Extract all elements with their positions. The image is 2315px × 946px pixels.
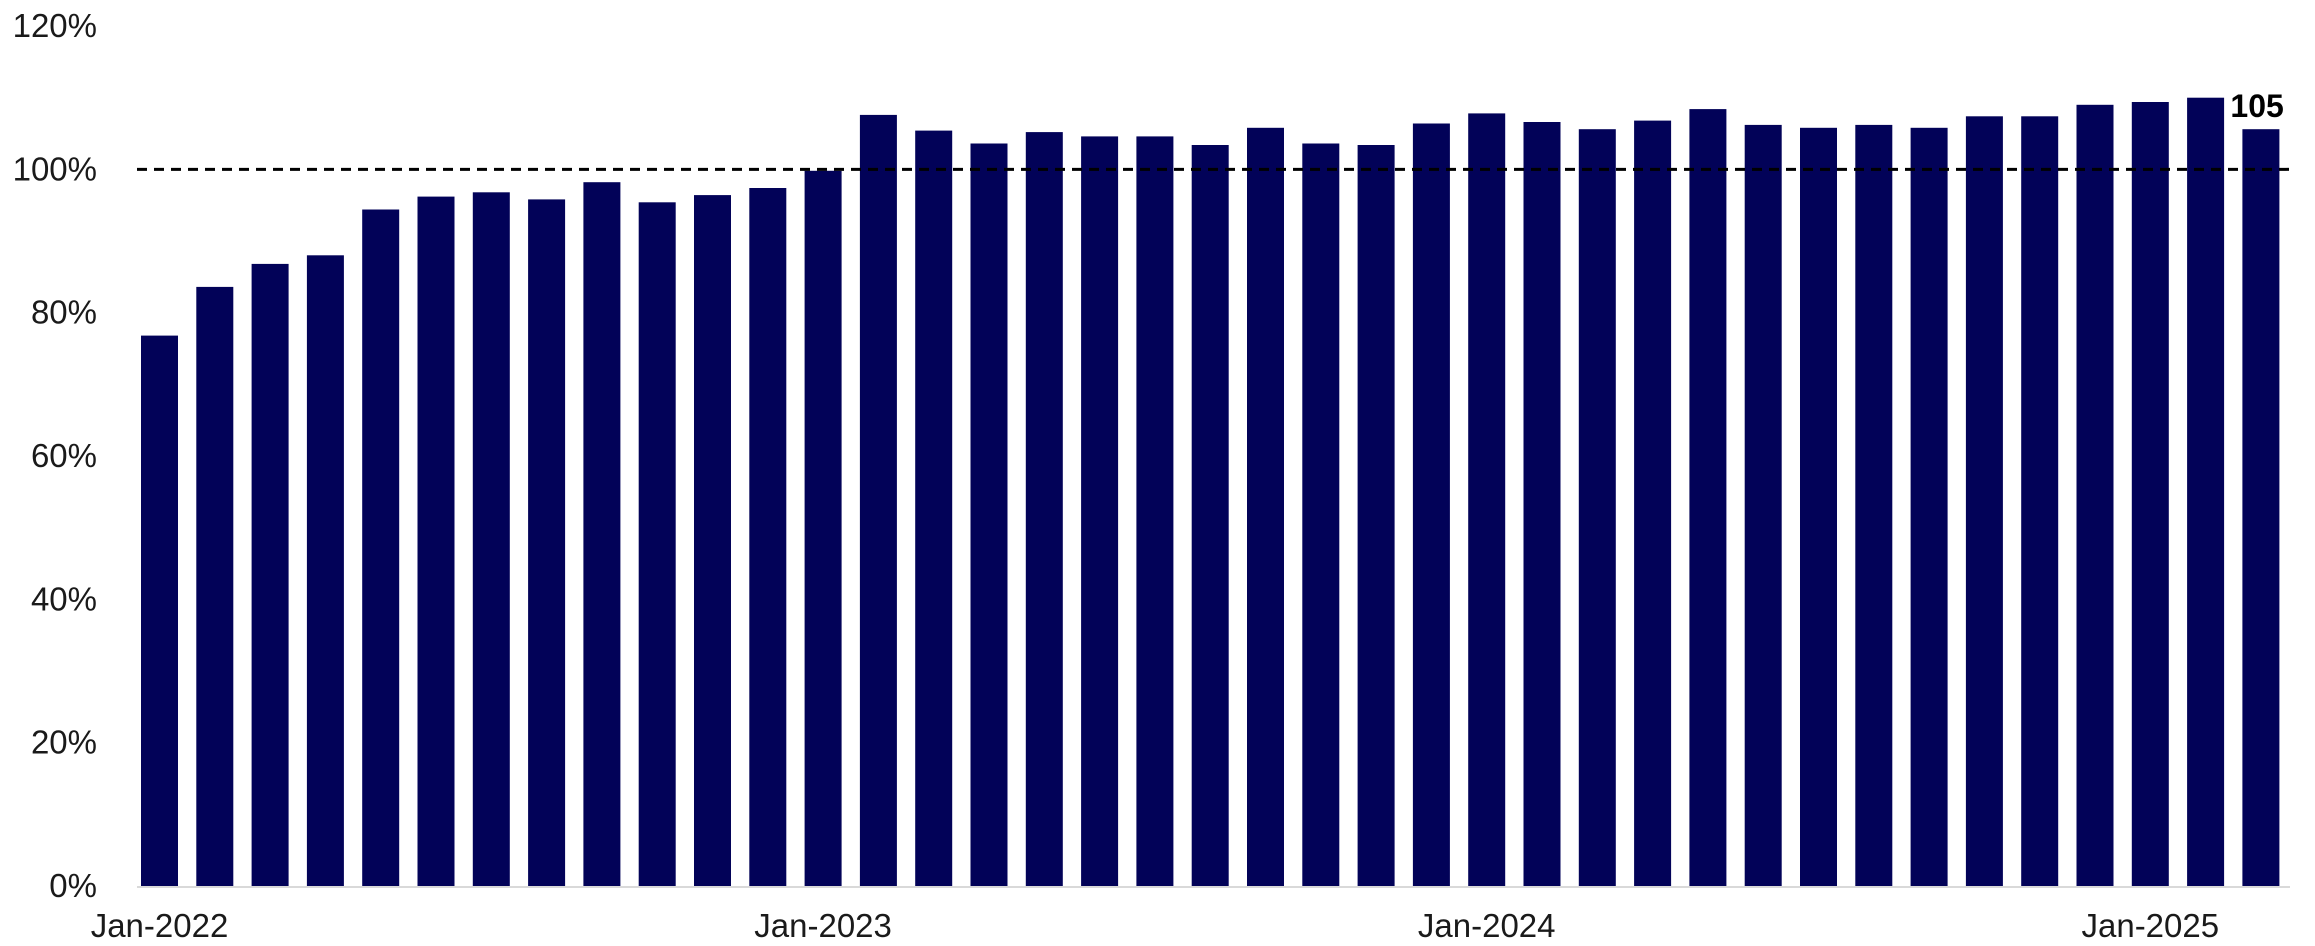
bar [694, 195, 731, 887]
bar [804, 170, 842, 887]
bar [1523, 122, 1561, 886]
bar [1025, 132, 1063, 887]
bar [1191, 145, 1229, 886]
bar [251, 263, 289, 886]
bar [859, 114, 897, 886]
bar [2076, 104, 2114, 887]
bar [2242, 129, 2280, 886]
bar [1578, 129, 1616, 886]
bar [1855, 124, 1893, 886]
x-tick-label: Jan-2022 [91, 907, 229, 944]
bar [1468, 113, 1506, 886]
x-tick-label: Jan-2023 [754, 907, 892, 944]
y-tick-label: 40% [31, 580, 97, 617]
x-tick-label: Jan-2024 [1418, 907, 1556, 944]
bar [362, 209, 400, 886]
bar [2131, 102, 2169, 886]
bar [2187, 97, 2225, 886]
y-tick-label: 120% [13, 7, 97, 44]
bar [1965, 116, 2003, 887]
y-tick-label: 20% [31, 724, 97, 761]
y-tick-label: 100% [13, 150, 97, 187]
x-axis: Jan-2022 Jan-2023 Jan-2024 Jan-2025 [91, 907, 2219, 944]
bar [141, 335, 178, 887]
bar [417, 196, 455, 887]
data-label-latest: 105 [2230, 88, 2283, 124]
bar [196, 286, 234, 886]
bar [970, 143, 1008, 886]
bar [1910, 127, 1948, 887]
y-tick-label: 80% [31, 294, 97, 331]
bar [1634, 120, 1672, 887]
bar [528, 199, 566, 886]
bar [2021, 116, 2059, 887]
bar [1744, 124, 1782, 886]
bar [638, 202, 676, 887]
y-axis: 0% 20% 40% 60% 80% 100% 120% [13, 7, 97, 904]
bar [1081, 136, 1119, 886]
y-tick-label: 60% [31, 437, 97, 474]
bar [306, 255, 344, 887]
y-tick-label: 0% [49, 867, 97, 904]
bar [749, 188, 787, 886]
bar [1689, 109, 1727, 887]
bar-series [141, 97, 2280, 887]
bar [583, 182, 621, 886]
bar [1412, 123, 1450, 886]
bar [1302, 143, 1340, 886]
bar [1247, 127, 1284, 887]
bar [1800, 127, 1837, 887]
bar [915, 130, 953, 887]
bar [1357, 145, 1395, 886]
bar [1136, 136, 1174, 886]
x-tick-label: Jan-2025 [2081, 907, 2219, 944]
bar [472, 192, 510, 887]
